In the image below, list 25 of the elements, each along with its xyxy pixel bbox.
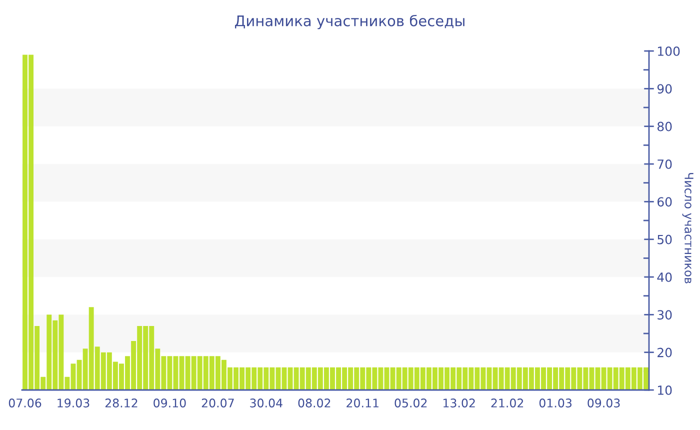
y-axis-title: Число участников [682, 172, 694, 284]
y-tick-label: 100 [658, 46, 680, 56]
chart-title: Динамика участников беседы [235, 14, 464, 30]
x-tick-label: 01.03 [539, 398, 572, 408]
x-tick-label: 09.10 [154, 398, 186, 408]
y-tick-label: 80 [657, 122, 672, 132]
x-tick-label: 30.04 [250, 398, 282, 408]
x-tick-label: 20.11 [346, 398, 378, 408]
x-tick-label: 08.02 [298, 398, 330, 408]
x-tick-label: 09.03 [588, 398, 620, 408]
y-tick-label: 30 [658, 310, 672, 320]
x-tick-label: 13.02 [443, 398, 475, 408]
x-tick-label: 20.07 [202, 398, 234, 408]
y-tick-label: 70 [658, 159, 672, 169]
x-tick-label: 07.06 [8, 398, 42, 408]
y-tick-label: 10 [658, 385, 672, 395]
x-tick-label: 19.03 [58, 398, 90, 408]
y-tick-label: 40 [657, 272, 672, 282]
y-tick-label: 50 [658, 234, 672, 244]
x-tick-label: 05.02 [394, 398, 427, 408]
y-tick-label: 60 [658, 197, 672, 207]
x-tick-label: 21.02 [491, 398, 524, 408]
y-tick-label: 90 [657, 84, 672, 94]
y-tick-label: 20 [658, 348, 672, 358]
x-tick-label: 28.12 [105, 398, 138, 408]
